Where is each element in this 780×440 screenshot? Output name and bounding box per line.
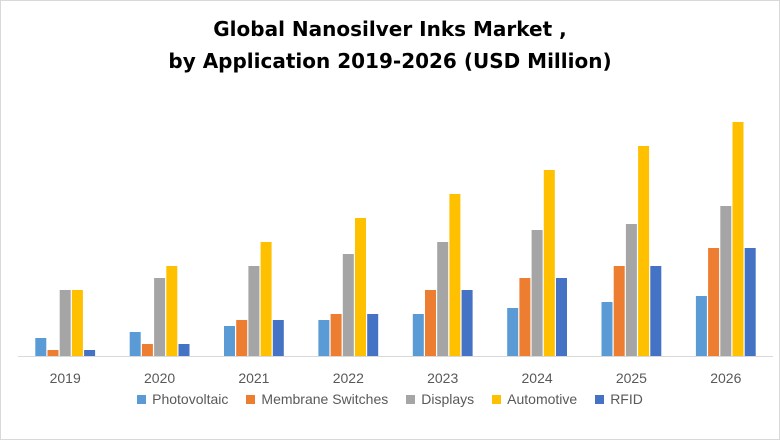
x-tick-label: 2024: [522, 370, 553, 386]
bar-photovoltaic-2024: [507, 308, 519, 356]
bar-displays-2021: [248, 266, 260, 356]
legend-label: Displays: [421, 391, 475, 407]
legend-label: Photovoltaic: [152, 391, 229, 407]
bar-automotive-2024: [543, 170, 555, 356]
bar-automotive-2021: [260, 242, 272, 356]
legend-swatch: [246, 394, 256, 404]
bar-rfid-2025: [650, 266, 662, 356]
bar-displays-2019: [59, 290, 71, 356]
bar-rfid-2024: [556, 278, 567, 356]
bar-photovoltaic-2019: [35, 338, 47, 356]
bar-displays-2026: [720, 206, 732, 356]
bar-rfid-2021: [272, 320, 284, 356]
bar-rfid-2019: [84, 350, 96, 356]
bar-membrane-switches-2020: [141, 344, 153, 356]
x-tick-label: 2019: [50, 370, 81, 386]
bar-automotive-2025: [638, 146, 650, 356]
legend-item: Automotive: [492, 391, 577, 407]
bar-automotive-2020: [166, 266, 178, 356]
legend-item: Membrane Switches: [246, 391, 388, 407]
bar-membrane-switches-2022: [330, 314, 342, 356]
legend-item: Photovoltaic: [137, 391, 228, 407]
bar-rfid-2022: [367, 314, 379, 356]
x-tick-label: 2020: [144, 370, 175, 386]
x-tick-label: 2021: [238, 370, 269, 386]
x-tick-label: 2022: [333, 370, 364, 386]
legend-label: Automotive: [507, 391, 578, 407]
legend-item: Displays: [406, 391, 474, 407]
bar-membrane-switches-2025: [613, 266, 625, 356]
chart-title: Global Nanosilver Inks Market , by Appli…: [1, 13, 779, 77]
legend-item: RFID: [595, 391, 643, 407]
bar-automotive-2023: [449, 194, 461, 356]
bar-photovoltaic-2026: [695, 296, 707, 356]
chart-title-line-1: Global Nanosilver Inks Market ,: [213, 17, 567, 41]
legend-swatch: [406, 394, 416, 404]
bar-photovoltaic-2020: [129, 332, 141, 356]
bar-rfid-2026: [744, 248, 756, 356]
legend-swatch: [137, 394, 147, 404]
bar-displays-2025: [625, 224, 637, 356]
bar-photovoltaic-2025: [601, 302, 613, 356]
bar-photovoltaic-2023: [412, 314, 424, 356]
bar-photovoltaic-2022: [318, 320, 330, 356]
bar-rfid-2023: [461, 290, 473, 356]
legend-label: RFID: [610, 391, 643, 407]
chart-legend: Photovoltaic Membrane Switches Displays Aut…: [1, 391, 779, 407]
bar-displays-2024: [531, 230, 543, 356]
x-tick-label: 2023: [427, 370, 458, 386]
bar-membrane-switches-2019: [47, 350, 59, 356]
bar-rfid-2020: [178, 344, 190, 356]
legend-swatch: [595, 394, 605, 404]
bar-membrane-switches-2023: [425, 290, 436, 356]
bar-displays-2023: [437, 242, 449, 356]
x-tick-label: 2025: [616, 370, 647, 386]
bar-automotive-2026: [732, 122, 744, 356]
legend-swatch: [492, 394, 502, 404]
bar-automotive-2019: [71, 290, 83, 356]
bar-photovoltaic-2021: [224, 326, 235, 356]
bar-displays-2020: [154, 278, 166, 356]
bar-membrane-switches-2026: [708, 248, 720, 356]
bar-membrane-switches-2021: [236, 320, 248, 356]
bar-membrane-switches-2024: [519, 278, 531, 356]
bar-displays-2022: [342, 254, 354, 356]
legend-label: Membrane Switches: [261, 391, 389, 407]
bar-automotive-2022: [355, 218, 366, 356]
x-tick-label: 2026: [710, 370, 741, 386]
chart-title-line-2: by Application 2019-2026 (USD Million): [168, 49, 612, 73]
